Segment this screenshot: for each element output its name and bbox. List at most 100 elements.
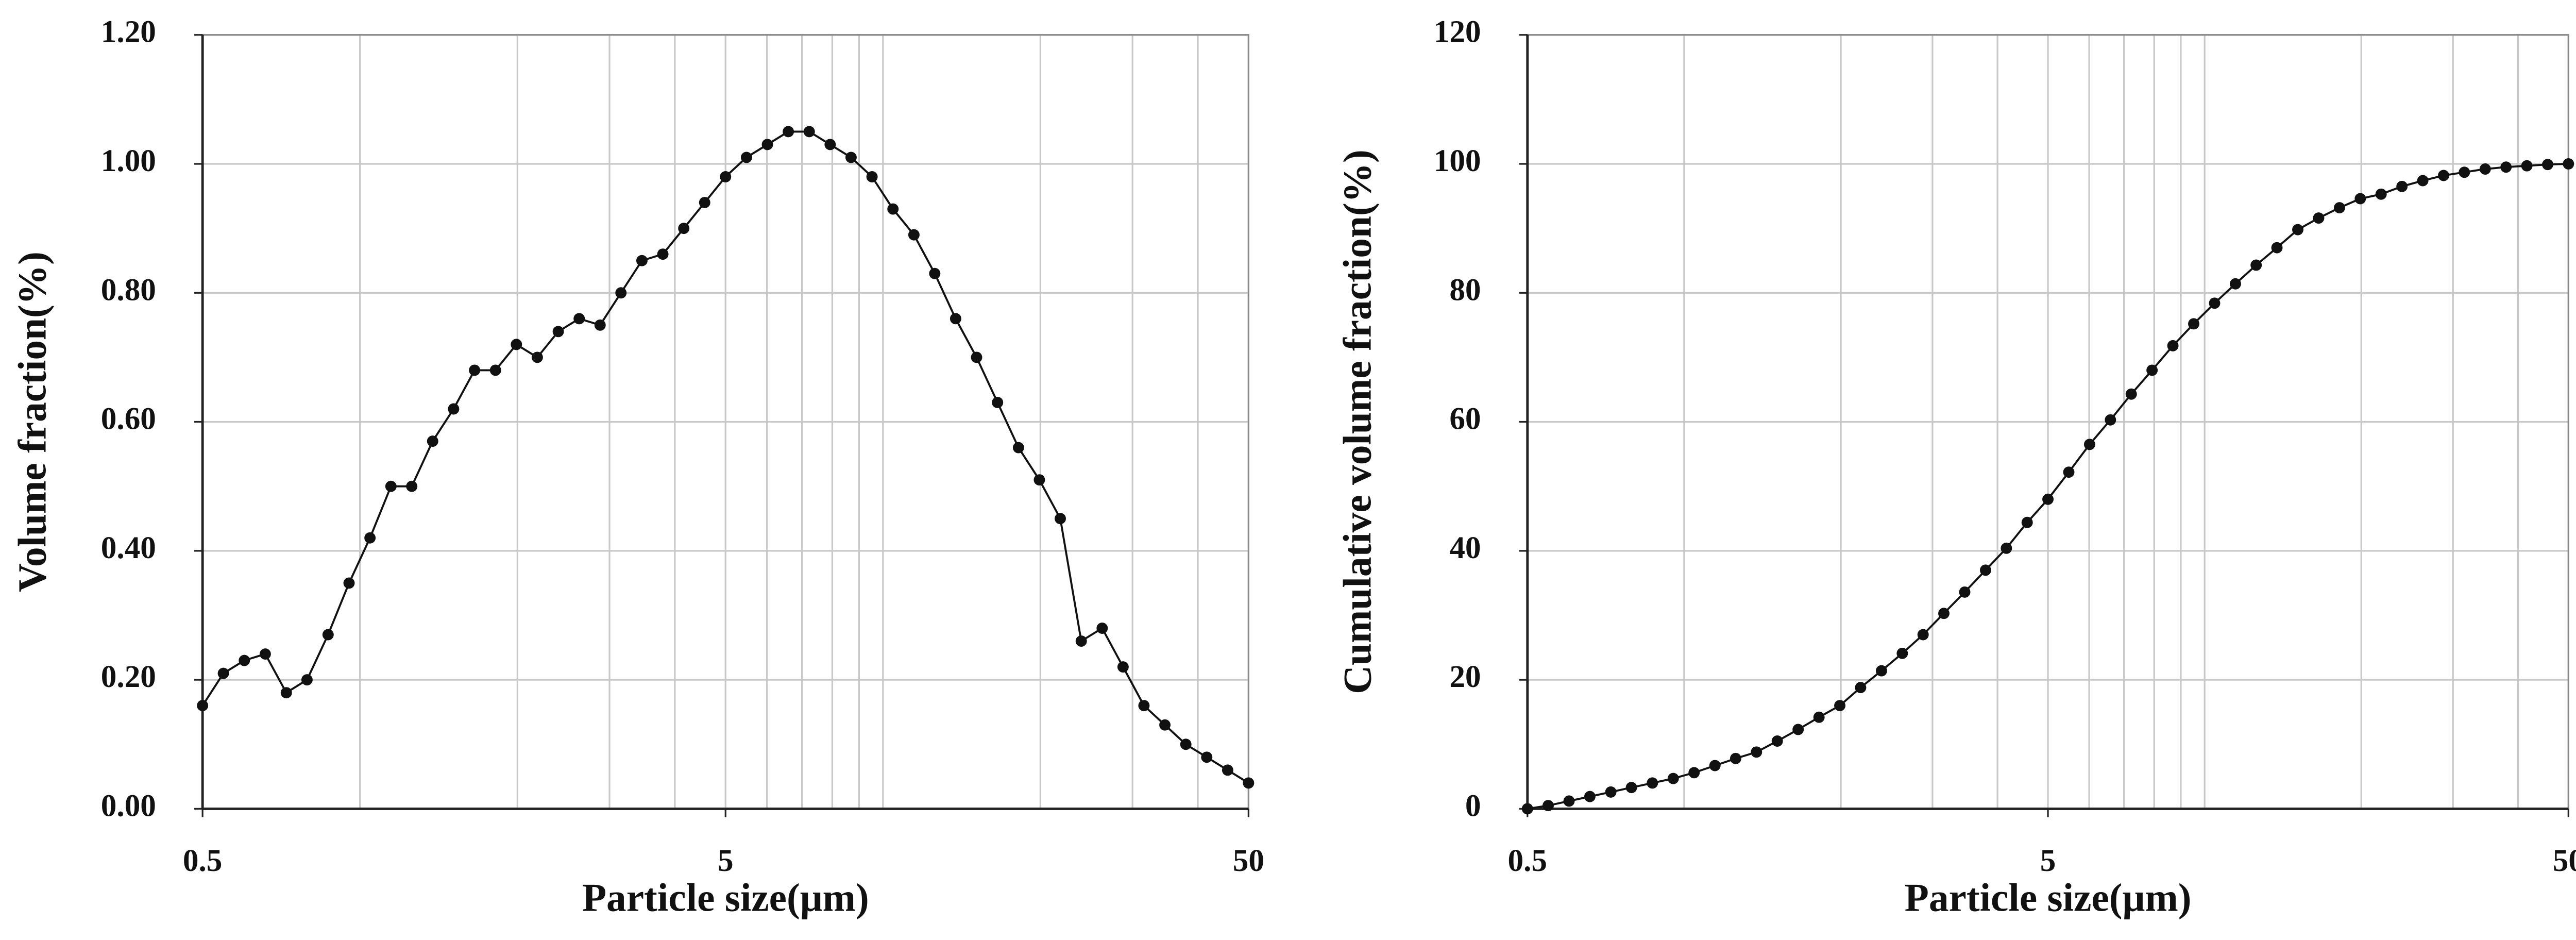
y-tick-label: 1.20 <box>101 14 156 49</box>
data-point <box>992 397 1004 408</box>
data-point <box>2042 493 2054 505</box>
data-point <box>301 674 313 686</box>
data-point <box>2313 212 2325 224</box>
data-point <box>2188 318 2199 330</box>
data-point <box>1979 564 1991 576</box>
data-point <box>343 577 355 589</box>
data-point <box>2125 388 2137 400</box>
x-axis-title: Particle size(μm) <box>582 876 869 920</box>
data-point <box>1201 751 1213 763</box>
data-point <box>740 152 752 163</box>
data-point <box>2292 224 2303 236</box>
data-point <box>1959 586 1971 598</box>
y-tick-label: 80 <box>1449 272 1481 307</box>
data-point <box>239 654 250 666</box>
data-point <box>720 171 732 182</box>
data-point <box>1012 442 1024 454</box>
data-point <box>1096 623 1108 634</box>
data-point <box>2438 170 2449 181</box>
data-point <box>2001 542 2012 554</box>
data-point <box>1243 777 1255 789</box>
data-point <box>1138 700 1150 712</box>
y-tick-label: 60 <box>1449 401 1481 437</box>
data-point <box>908 229 920 241</box>
data-point <box>2417 175 2429 187</box>
data-point <box>2146 364 2158 376</box>
data-point <box>2105 414 2116 426</box>
data-point <box>699 197 710 209</box>
data-point <box>2542 159 2553 171</box>
data-point <box>783 126 794 138</box>
data-point <box>845 152 857 163</box>
data-point <box>2500 161 2512 173</box>
x-tick-label: 0.5 <box>1508 843 1548 878</box>
data-point <box>950 313 961 325</box>
data-point <box>971 351 982 363</box>
x-tick-label: 50 <box>1233 843 1264 878</box>
data-point <box>1813 711 1825 723</box>
data-point <box>1222 764 1233 776</box>
x-tick-label: 0.5 <box>183 843 223 878</box>
data-point <box>1033 474 1045 486</box>
y-tick-label: 0.60 <box>101 401 156 437</box>
data-point <box>1834 700 1845 712</box>
data-point <box>2563 158 2574 170</box>
data-point <box>322 629 334 641</box>
data-point <box>2167 340 2179 351</box>
data-point <box>2021 516 2033 528</box>
data-point <box>1159 719 1171 731</box>
data-point <box>1792 724 1804 735</box>
data-point <box>2521 160 2533 172</box>
data-point <box>1055 513 1066 525</box>
y-tick-label: 100 <box>1434 143 1481 178</box>
data-point <box>573 313 585 325</box>
data-point <box>2375 188 2387 200</box>
data-point <box>1647 777 1658 789</box>
data-point <box>2230 278 2241 290</box>
data-point <box>866 171 878 182</box>
data-point <box>678 223 690 234</box>
y-axis-title: Cumulative volume fraction(%) <box>1335 149 1379 694</box>
data-point <box>1855 682 1867 694</box>
data-point <box>2459 166 2470 178</box>
data-point <box>2354 193 2366 205</box>
data-point <box>803 126 815 138</box>
y-axis-title: Volume fraction(%) <box>10 251 55 592</box>
y-tick-label: 0.00 <box>101 788 156 823</box>
x-tick-label: 50 <box>2553 843 2576 878</box>
data-point <box>1543 800 1554 812</box>
data-point <box>2479 163 2491 175</box>
x-tick-label: 5 <box>718 843 734 878</box>
data-point <box>1180 738 1192 750</box>
data-point <box>929 267 941 279</box>
data-point <box>364 532 376 544</box>
data-point <box>1075 635 1087 647</box>
x-axis-title: Particle size(μm) <box>1905 876 2192 920</box>
data-point <box>1751 746 1762 758</box>
data-point <box>1688 767 1700 779</box>
data-point <box>1896 647 1908 659</box>
data-point <box>1938 608 1950 619</box>
data-point <box>1667 773 1679 784</box>
data-point <box>2396 180 2408 192</box>
data-point <box>427 435 438 447</box>
data-point <box>615 287 627 299</box>
y-tick-label: 1.00 <box>101 143 156 178</box>
data-point <box>197 700 209 712</box>
y-tick-label: 20 <box>1449 659 1481 694</box>
data-point <box>594 319 606 331</box>
data-point <box>1117 661 1129 673</box>
data-point <box>469 364 481 376</box>
data-point <box>1771 735 1783 747</box>
data-point <box>1563 795 1575 807</box>
data-point <box>511 339 522 350</box>
data-point <box>2333 202 2345 214</box>
data-point <box>2209 297 2221 309</box>
y-tick-label: 0.80 <box>101 272 156 307</box>
data-point <box>1625 782 1637 794</box>
data-point <box>406 480 418 492</box>
data-point <box>1605 786 1617 798</box>
y-tick-label: 120 <box>1434 14 1481 49</box>
data-point <box>385 480 397 492</box>
y-tick-label: 0.20 <box>101 659 156 694</box>
